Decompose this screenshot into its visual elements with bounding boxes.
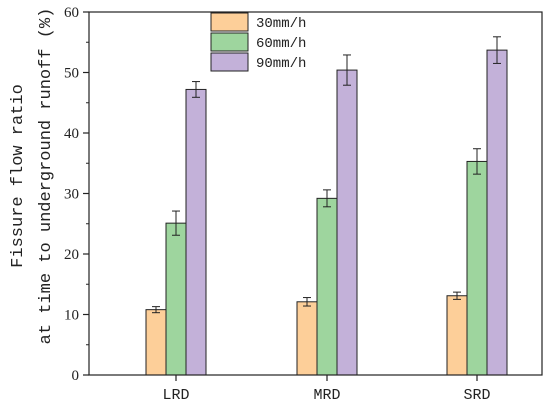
- bar-srd-s1: [446, 295, 468, 376]
- legend-swatch-s2: [210, 32, 249, 52]
- bar-lrd-s1: [145, 309, 167, 376]
- legend-swatch-s1: [210, 12, 249, 32]
- x-tick-label-mrd: MRD: [313, 387, 340, 404]
- legend-label-s1: 30mm/h: [256, 16, 306, 32]
- y-tick-label: 50: [64, 66, 79, 82]
- legend-label-s2: 60mm/h: [256, 36, 306, 52]
- x-tick-label-lrd: LRD: [162, 387, 189, 404]
- y-tick-label: 30: [64, 187, 79, 203]
- y-tick-label: 10: [64, 308, 79, 324]
- bar-srd-s3: [486, 49, 508, 376]
- bar-lrd-s2: [165, 222, 187, 376]
- bar-mrd-s2: [316, 197, 338, 376]
- y-tick-label: 20: [64, 247, 79, 263]
- x-tick-label-srd: SRD: [463, 387, 490, 404]
- bar-mrd-s1: [296, 301, 318, 376]
- y-tick-label: 0: [72, 368, 80, 384]
- legend-label-s3: 90mm/h: [256, 56, 306, 72]
- y-axis-label: Fissure flow ratio at time to undergroun…: [9, 8, 56, 345]
- bar-mrd-s3: [336, 69, 358, 376]
- y-tick-label: 40: [64, 126, 79, 142]
- legend: 30mm/h 60mm/h 90mm/h: [210, 12, 306, 72]
- axes-layer: 0 10 20 30 40 50 60 LRD MRD SRD: [64, 5, 543, 404]
- legend-swatch-s3: [210, 52, 249, 72]
- y-axis-label-line2: at time to underground runoff (%): [37, 8, 56, 345]
- y-tick-label: 60: [64, 5, 79, 21]
- y-axis-label-line1: Fissure flow ratio: [9, 84, 28, 268]
- bars-layer: [145, 49, 508, 376]
- bar-srd-s2: [466, 160, 488, 376]
- bar-lrd-s3: [185, 88, 207, 376]
- error-bars-layer: [152, 36, 501, 314]
